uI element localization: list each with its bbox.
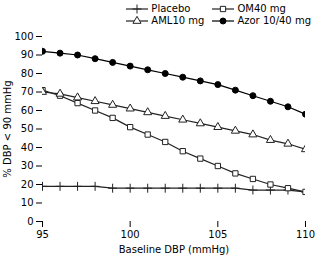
svg-text:% DBP < 90 mmHg: % DBP < 90 mmHg [2,80,13,177]
svg-text:10: 10 [21,197,34,208]
svg-text:40: 40 [21,142,34,153]
svg-text:60: 60 [21,105,34,116]
svg-text:Baseline DBP (mmHg): Baseline DBP (mmHg) [119,244,230,255]
svg-text:50: 50 [21,123,34,134]
svg-text:20: 20 [21,179,34,190]
svg-text:95: 95 [36,229,49,240]
svg-text:110: 110 [296,229,315,240]
svg-text:100: 100 [14,31,33,42]
svg-text:30: 30 [21,160,34,171]
html-text:OM40 mg: OM40 mg [237,3,286,14]
html-text:Azor 10/40 mg: Azor 10/40 mg [237,15,311,26]
html-text:Placebo: Placebo [151,3,191,14]
svg-text:90: 90 [21,49,34,60]
svg-text:105: 105 [208,229,227,240]
svg-text:100: 100 [121,229,140,240]
html-text:AML10 mg: AML10 mg [151,15,205,26]
svg-text:80: 80 [21,68,34,79]
svg-text:70: 70 [21,86,34,97]
svg-text:0: 0 [27,216,33,227]
